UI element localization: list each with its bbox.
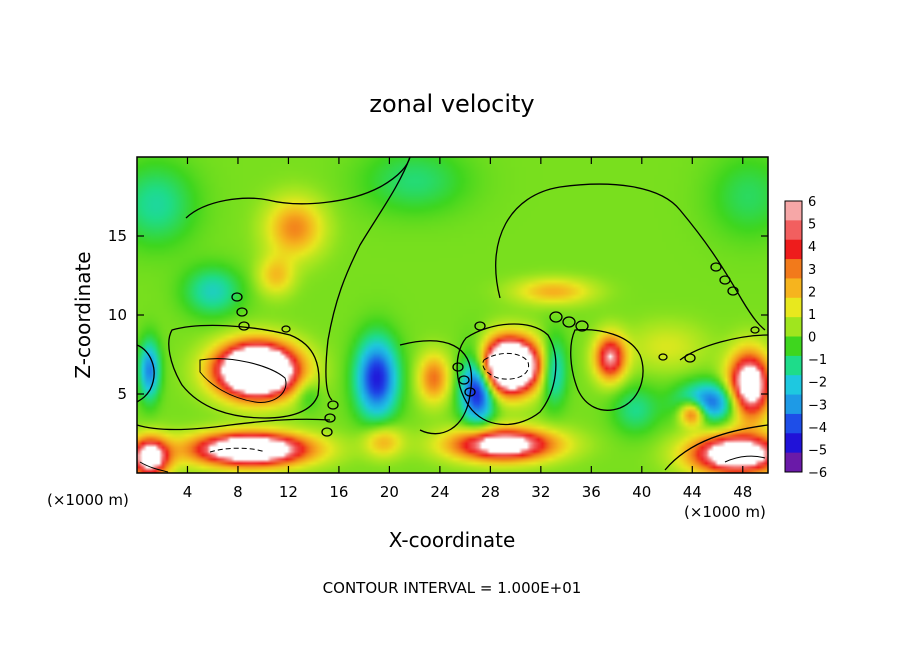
x-tick-label: 24 <box>430 483 449 501</box>
colorbar-tick-label: −4 <box>808 421 827 436</box>
y-axis-label: Z-coordinate <box>71 251 95 378</box>
contour-loop <box>231 292 243 302</box>
colorbar-swatch <box>785 375 802 396</box>
x-tick-label: 20 <box>380 483 399 501</box>
x-tick-label: 28 <box>481 483 500 501</box>
colorbar: 6 5 4 3 2 1 0 −1 −2 −3 −4 −5 −6 <box>784 195 827 481</box>
contour-line <box>185 156 411 219</box>
x-tick-label: 16 <box>329 483 348 501</box>
colorbar-swatch <box>785 259 802 279</box>
x-tick-label: 44 <box>683 483 702 501</box>
colorbar-tick-label: 1 <box>808 308 816 323</box>
heatmap-field <box>137 157 768 473</box>
colorbar-tick-label: −3 <box>808 398 827 413</box>
contour-line-dashed <box>209 447 266 453</box>
colorbar-tick-label: −5 <box>808 443 827 458</box>
x-unit-right: (×1000 m) <box>684 503 766 521</box>
colorbar-swatch <box>785 278 802 299</box>
y-tick-label: 5 <box>117 385 127 403</box>
colorbar-swatch <box>785 239 802 260</box>
colorbar-tick-label: −6 <box>808 466 827 481</box>
contour-loop <box>719 275 731 285</box>
colorbar-swatch <box>785 297 802 318</box>
colorbar-tick-label: 0 <box>808 331 816 346</box>
colorbar-tick-label: −1 <box>808 353 827 368</box>
colorbar-tick-label: 4 <box>808 240 816 255</box>
x-tick-label: 12 <box>279 483 298 501</box>
contour-line <box>399 340 473 435</box>
contour-line <box>570 329 644 411</box>
colorbar-swatch <box>785 317 802 337</box>
contour-line-dashed <box>482 353 530 380</box>
contour-line <box>679 334 769 361</box>
contour-loop <box>327 400 339 410</box>
x-axis-ticks: 4 8 12 16 20 24 28 32 36 40 44 48 <box>183 157 752 501</box>
colorbar-tick-label: 2 <box>808 285 816 300</box>
x-tick-label: 48 <box>733 483 752 501</box>
chart-title: zonal velocity <box>369 90 534 118</box>
contour-loop <box>549 311 563 323</box>
x-tick-label: 36 <box>582 483 601 501</box>
colorbar-tick-label: 6 <box>808 195 816 210</box>
contour-line <box>139 461 169 473</box>
colorbar-tick-label: −2 <box>808 376 827 391</box>
contour-loop <box>727 286 739 296</box>
heatmap-image <box>137 157 768 473</box>
contour-line <box>724 455 766 463</box>
x-tick-label: 4 <box>183 483 193 501</box>
y-tick-label: 15 <box>108 227 127 245</box>
contour-loop <box>562 316 576 328</box>
contour-loop <box>684 353 696 363</box>
colorbar-swatch <box>785 220 802 241</box>
contour-lines <box>136 156 769 473</box>
x-tick-label: 32 <box>531 483 550 501</box>
x-tick-label: 8 <box>233 483 243 501</box>
colorbar-swatch <box>785 355 802 376</box>
x-unit-left: (×1000 m) <box>47 491 129 509</box>
colorbar-swatch <box>785 201 802 221</box>
colorbar-swatch <box>785 433 802 454</box>
contour-line <box>136 418 331 431</box>
colorbar-tick-label: 3 <box>808 263 816 278</box>
contour-line <box>199 358 287 403</box>
contour-loop <box>474 321 486 331</box>
contour-loop <box>575 320 589 332</box>
contour-loop <box>238 321 250 331</box>
contour-line <box>136 344 155 403</box>
contour-loop <box>452 362 464 372</box>
contour-interval-note: CONTOUR INTERVAL = 1.000E+01 <box>323 579 582 597</box>
contour-loop <box>281 325 291 333</box>
contour-loop <box>464 387 476 397</box>
colorbar-swatch <box>785 452 802 473</box>
contour-line <box>456 323 557 426</box>
x-axis-label: X-coordinate <box>389 528 516 552</box>
colorbar-swatch <box>785 394 802 415</box>
colorbar-swatch <box>785 413 802 434</box>
contour-line <box>325 156 411 401</box>
contour-loop <box>710 262 722 272</box>
contour-loop <box>236 307 248 317</box>
contour-loop <box>321 427 333 437</box>
contour-loop <box>658 353 668 361</box>
colorbar-frame <box>784 200 803 473</box>
contour-line <box>168 324 320 419</box>
y-axis-ticks: 5 10 15 <box>108 227 768 403</box>
x-tick-label: 40 <box>632 483 651 501</box>
contour-line <box>664 424 769 471</box>
colorbar-tick-label: 5 <box>808 218 816 233</box>
contour-line <box>495 183 766 331</box>
contour-loop <box>324 413 336 423</box>
colorbar-swatch <box>785 336 802 357</box>
contour-loop <box>458 375 470 385</box>
y-tick-label: 10 <box>108 306 127 324</box>
contour-loop <box>750 326 760 334</box>
